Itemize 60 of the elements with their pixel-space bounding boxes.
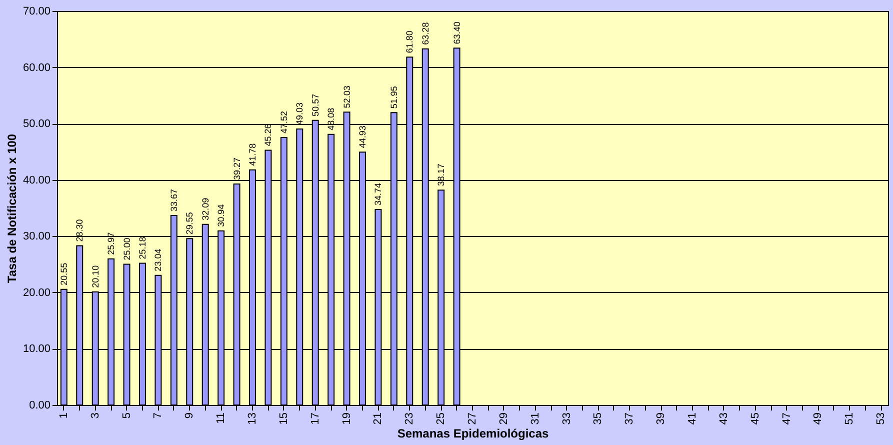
x-tick-label: 37 [624,412,636,425]
data-label: 52.03 [342,86,352,108]
data-label: 25.00 [122,238,132,260]
y-tick-label: 60.00 [22,62,50,74]
x-tick-label: 17 [309,412,322,425]
data-label: 41.78 [247,143,258,166]
x-tick-label: 39 [655,412,668,425]
y-tick-label: 0.00 [29,400,50,412]
data-label: 20.10 [90,265,100,288]
data-label: 63.40 [452,22,462,44]
x-tick-label: 35 [592,412,604,425]
data-label: 47.52 [278,111,289,134]
x-axis-title: Semanas Epidemiológicas [397,426,550,441]
x-tick-label: 1 [58,412,70,419]
x-tick-label: 13 [246,412,258,425]
y-tick-label: 20.00 [22,286,50,299]
data-label: 29.55 [184,212,195,235]
data-label: 23.04 [153,248,164,272]
x-tick-label: 51 [844,412,856,425]
x-tick-label: 45 [749,412,762,425]
data-label: 28.30 [74,219,85,242]
data-label: 25.18 [137,236,148,260]
data-label: 44.93 [357,126,368,148]
x-tick-label: 19 [340,412,353,425]
y-axis-title: Tasa de Notificación x 100 [4,134,19,284]
y-tick-label: 40.00 [22,174,50,186]
data-label: 30.94 [216,204,226,227]
x-tick-label: 41 [686,412,699,425]
data-label: 32.09 [200,198,210,220]
data-label: 33.67 [168,188,179,212]
data-label: 49.03 [294,102,305,126]
x-tick-label: 11 [215,412,228,424]
x-tick-label: 33 [560,412,573,425]
x-tick-label: 21 [372,412,384,425]
y-tick-label: 70.00 [22,6,50,18]
y-tick-label: 10.00 [22,343,50,356]
x-tick-label: 23 [404,412,416,425]
data-label: 25.97 [106,232,116,255]
x-tick-label: 43 [718,412,730,425]
data-label: 50.57 [310,94,320,116]
x-tick-label: 27 [466,412,478,425]
x-tick-label: 49 [812,412,824,425]
data-label: 63.28 [420,22,430,45]
x-tick-label: 47 [780,412,793,425]
x-tick-label: 3 [89,412,102,419]
x-tick-label: 31 [529,412,542,425]
x-tick-label: 53 [875,412,888,425]
y-tick-label: 50.00 [22,118,50,130]
x-tick-label: 7 [152,412,164,419]
y-tick-label: 30.00 [22,230,50,243]
x-tick-label: 29 [498,412,510,425]
x-tick-label: 15 [278,412,290,425]
x-tick-label: 5 [120,412,133,419]
data-label: 39.27 [232,157,242,180]
x-tick-label: 25 [435,412,448,425]
data-label: 61.80 [404,30,415,54]
data-label: 51.95 [388,86,399,109]
x-tick-label: 9 [184,412,196,419]
data-label: 34.74 [373,182,384,206]
data-label: 20.55 [58,262,69,286]
